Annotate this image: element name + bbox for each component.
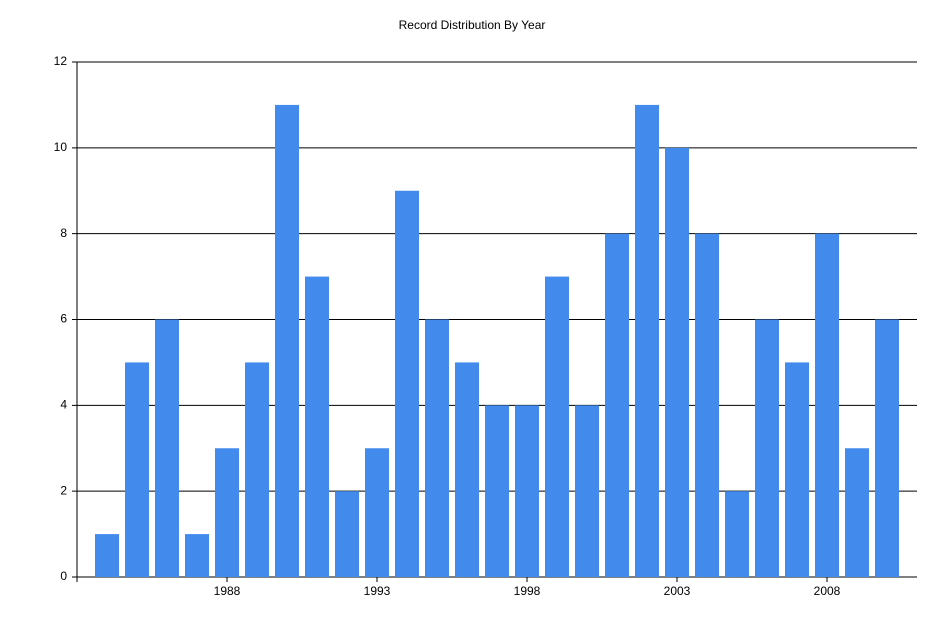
x-tick-label: 1988 — [214, 584, 241, 598]
bar — [185, 534, 209, 577]
x-tick-label: 2008 — [814, 584, 841, 598]
bar — [95, 534, 119, 577]
bar — [485, 405, 509, 577]
bar — [365, 448, 389, 577]
bar — [455, 362, 479, 577]
bar — [755, 319, 779, 577]
x-tick-label: 1993 — [364, 584, 391, 598]
y-tick-label: 10 — [54, 140, 68, 154]
bar — [875, 319, 899, 577]
bar — [635, 104, 659, 578]
y-tick-label: 6 — [60, 312, 67, 326]
y-tick-label: 8 — [60, 226, 67, 240]
bar — [275, 104, 299, 578]
x-tick-label: 2003 — [664, 584, 691, 598]
y-tick-label: 2 — [60, 483, 67, 497]
y-tick-label: 12 — [54, 54, 68, 68]
bar — [305, 276, 329, 577]
bar — [515, 405, 539, 577]
bar — [665, 147, 689, 578]
bar — [575, 405, 599, 577]
y-tick-label: 0 — [60, 569, 67, 583]
bar — [605, 233, 629, 577]
bar — [155, 319, 179, 577]
y-tick-label: 4 — [60, 398, 67, 412]
bar — [545, 276, 569, 577]
bar — [245, 362, 269, 577]
bar — [695, 233, 719, 577]
chart-title: Record Distribution By Year — [399, 18, 546, 32]
bar — [335, 491, 359, 577]
bar — [215, 448, 239, 577]
bar — [845, 448, 869, 577]
bar — [785, 362, 809, 577]
bar — [395, 190, 419, 577]
x-tick-label: 1998 — [514, 584, 541, 598]
bar — [725, 491, 749, 577]
bar — [125, 362, 149, 577]
bar — [815, 233, 839, 577]
bar — [425, 319, 449, 577]
